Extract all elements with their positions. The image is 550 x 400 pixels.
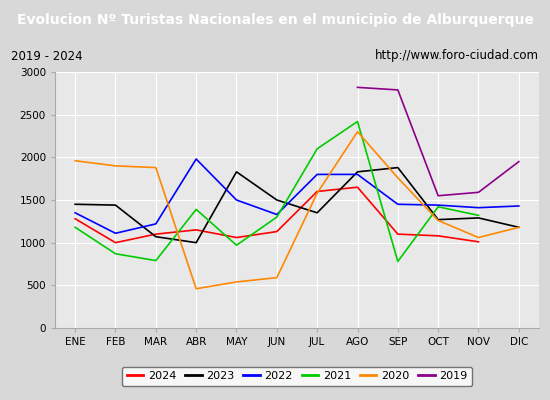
Legend: 2024, 2023, 2022, 2021, 2020, 2019: 2024, 2023, 2022, 2021, 2020, 2019 (122, 367, 472, 386)
Text: 2019 - 2024: 2019 - 2024 (11, 50, 82, 62)
Text: http://www.foro-ciudad.com: http://www.foro-ciudad.com (375, 50, 539, 62)
Text: Evolucion Nº Turistas Nacionales en el municipio de Alburquerque: Evolucion Nº Turistas Nacionales en el m… (16, 13, 534, 27)
